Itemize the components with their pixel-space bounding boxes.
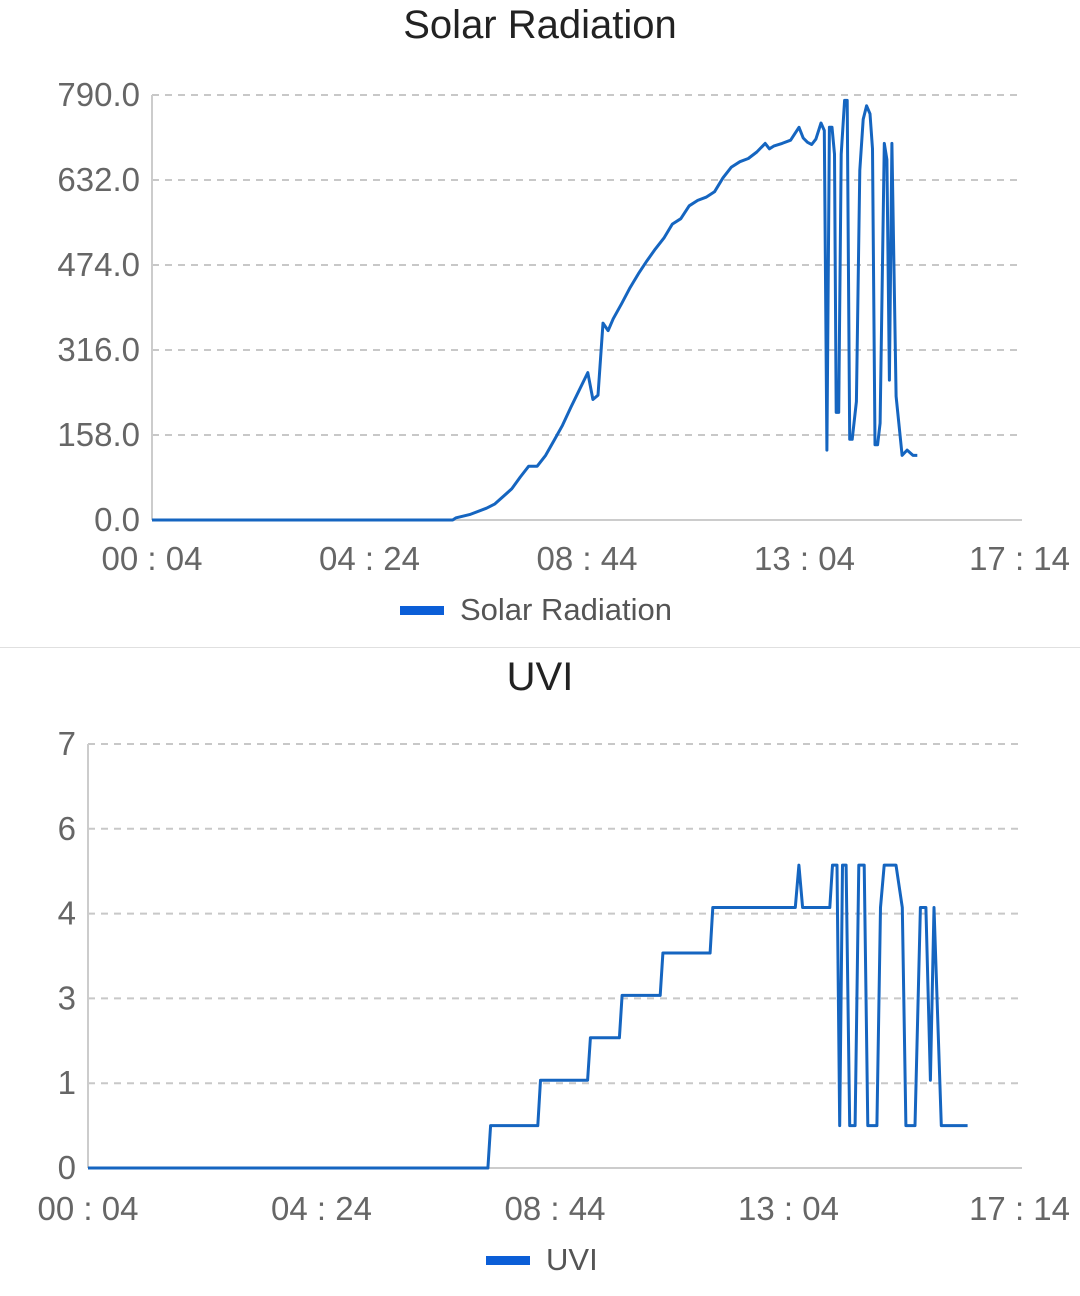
uvi-chart: UVI 7 6 4 3 1 0 00 : 04 04 : 24 08 : 44 13 : 04 17 … bbox=[0, 648, 1080, 1296]
uvi-x-tick-label: 13 : 04 bbox=[738, 1190, 839, 1227]
uvi-svg: UVI 7 6 4 3 1 0 00 : 04 04 : 24 08 : 44 13 : 04 17 … bbox=[38, 655, 1070, 1277]
uvi-y-tick-label: 7 bbox=[58, 725, 76, 762]
solar-x-tick-label: 13 : 04 bbox=[754, 540, 855, 577]
solar-y-tick-label: 790.0 bbox=[57, 76, 140, 113]
solar-y-tick-label: 316.0 bbox=[57, 331, 140, 368]
solar-chart-title: Solar Radiation bbox=[403, 3, 677, 47]
solar-x-tick-label: 17 : 14 bbox=[969, 540, 1070, 577]
solar-y-tick-label: 0.0 bbox=[94, 501, 140, 538]
solar-series-line bbox=[152, 98, 918, 522]
solar-y-tick-label: 474.0 bbox=[57, 246, 140, 283]
solar-radiation-svg: Solar Radiation 790.0 632.0 474.0 316.0 158.0… bbox=[57, 3, 1070, 627]
solar-x-tick-label: 08 : 44 bbox=[537, 540, 638, 577]
solar-x-tick-label: 04 : 24 bbox=[319, 540, 420, 577]
uvi-y-tick-label: 1 bbox=[58, 1064, 76, 1101]
uvi-y-tick-label: 6 bbox=[58, 810, 76, 847]
solar-y-tick-label: 632.0 bbox=[57, 161, 140, 198]
solar-legend-label: Solar Radiation bbox=[460, 592, 672, 627]
solar-legend-swatch bbox=[400, 606, 444, 615]
solar-radiation-chart: Solar Radiation 790.0 632.0 474.0 316.0 158.0… bbox=[57, 3, 1070, 627]
uvi-chart-title: UVI bbox=[507, 655, 574, 699]
chart-divider bbox=[0, 647, 1080, 648]
uvi-x-tick-label: 08 : 44 bbox=[505, 1190, 606, 1227]
solar-x-tick-label: 00 : 04 bbox=[102, 540, 203, 577]
uvi-x-tick-label: 17 : 14 bbox=[969, 1190, 1070, 1227]
solar-y-tick-label: 158.0 bbox=[57, 416, 140, 453]
uvi-y-tick-label: 4 bbox=[58, 895, 76, 932]
uvi-legend-label: UVI bbox=[546, 1242, 598, 1277]
uvi-series-line bbox=[88, 863, 968, 1170]
uvi-y-tick-label: 3 bbox=[58, 979, 76, 1016]
uvi-x-tick-label: 00 : 04 bbox=[38, 1190, 139, 1227]
uvi-x-tick-label: 04 : 24 bbox=[271, 1190, 372, 1227]
uvi-y-tick-label: 0 bbox=[58, 1149, 76, 1186]
uvi-legend-swatch bbox=[486, 1256, 530, 1265]
